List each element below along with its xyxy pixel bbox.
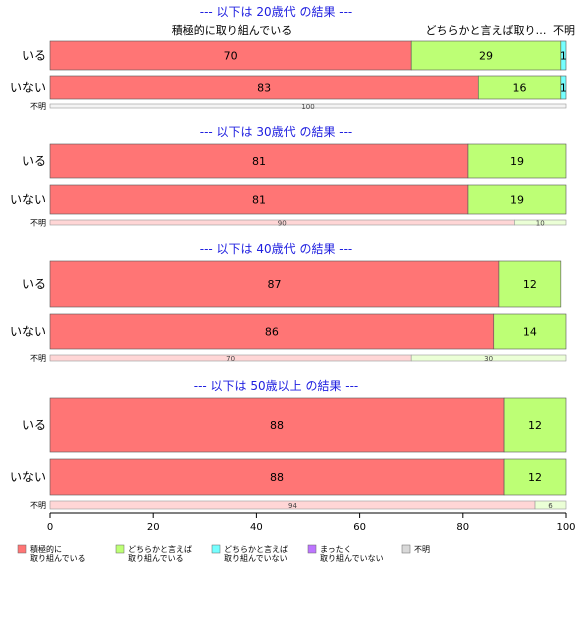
legend-label: 不明 [414, 545, 430, 554]
x-tick-label: 40 [250, 522, 263, 533]
bar-value-label: 81 [252, 194, 266, 207]
panel-title: --- 以下は 20歳代 の結果 --- [200, 5, 353, 19]
bar-value-label: 16 [513, 82, 527, 95]
row-label: 不明 [30, 354, 46, 363]
legend-label: 積極的に [30, 544, 62, 554]
bar-value-label: 12 [523, 278, 537, 291]
bar-value-label: 1 [560, 50, 567, 63]
row-label: いない [10, 325, 46, 339]
bar-value-label: 19 [510, 155, 524, 168]
row-label: いる [22, 277, 46, 291]
bar-segment [503, 397, 567, 453]
bar-value-label: 70 [226, 355, 235, 363]
x-tick-label: 60 [353, 522, 366, 533]
bar-segment [49, 313, 495, 350]
bar-value-label: 29 [479, 50, 493, 63]
row-label: 不明 [30, 102, 46, 111]
x-tick-label: 0 [47, 522, 53, 533]
bar-value-label: 83 [257, 82, 271, 95]
row-label: 不明 [30, 501, 46, 510]
panel-title: --- 以下は 40歳代 の結果 --- [200, 242, 353, 256]
panel-title: --- 以下は 30歳代 の結果 --- [200, 125, 353, 139]
bar-value-label: 87 [267, 278, 281, 291]
bar-value-label: 88 [270, 471, 284, 484]
legend-label: どちらかと言えば [224, 544, 288, 554]
legend-swatch [17, 544, 27, 554]
row-label: いない [10, 193, 46, 207]
header-label: どちらかと言えば取り… [426, 24, 547, 37]
bar-value-label: 86 [265, 326, 279, 339]
bar-segment [49, 397, 505, 453]
header-label: 積極的に取り組んでいる [172, 23, 292, 37]
bar-segment [534, 500, 567, 510]
bar-segment [514, 219, 567, 226]
legend-swatch [115, 544, 125, 554]
row-label: いる [22, 154, 46, 168]
legend-label: 取り組んでいない [224, 553, 288, 563]
x-tick-label: 100 [556, 522, 575, 533]
row-label: 不明 [30, 219, 46, 228]
bar-segment [498, 260, 562, 308]
bar-value-label: 12 [528, 471, 542, 484]
bar-segment [560, 40, 567, 71]
legend-swatch [401, 544, 411, 554]
row-label: いない [10, 81, 46, 95]
legend-swatch [211, 544, 221, 554]
bar-segment [49, 260, 500, 308]
legend-label: まったく [320, 545, 352, 554]
bar-segment [560, 75, 567, 100]
bar-value-label: 1 [560, 82, 567, 95]
legend-label: 取り組んでいる [30, 553, 86, 563]
row-label: いる [22, 49, 46, 63]
bar-value-label: 10 [536, 220, 545, 228]
bar-value-label: 94 [288, 502, 297, 510]
bar-value-label: 100 [301, 103, 314, 111]
bar-value-label: 12 [528, 419, 542, 432]
x-tick-label: 80 [456, 522, 469, 533]
legend-swatch [307, 544, 317, 554]
bar-value-label: 70 [224, 50, 238, 63]
bar-value-label: 30 [484, 355, 493, 363]
bar-segment [49, 40, 412, 71]
legend-label: 取り組んでいる [128, 553, 184, 563]
legend-label: どちらかと言えば [128, 544, 192, 554]
header-label: 不明 [553, 24, 575, 37]
bar-segment [503, 458, 567, 496]
bar-segment [467, 143, 567, 179]
bar-segment [49, 103, 567, 109]
panel-title: --- 以下は 50歳以上 の結果 --- [194, 379, 359, 393]
bar-value-label: 14 [523, 326, 537, 339]
bar-value-label: 19 [510, 194, 524, 207]
bar-segment [49, 458, 505, 496]
bar-value-label: 90 [278, 220, 287, 228]
bar-segment [49, 184, 469, 215]
x-tick-label: 20 [147, 522, 160, 533]
bar-segment [467, 184, 567, 215]
bar-segment [493, 313, 567, 350]
bar-segment [49, 143, 469, 179]
bar-value-label: 88 [270, 419, 284, 432]
bar-value-label: 81 [252, 155, 266, 168]
bar-segment [410, 40, 562, 71]
legend-label: 取り組んでいない [320, 553, 384, 563]
row-label: いない [10, 470, 46, 484]
bar-segment [410, 354, 567, 362]
bar-value-label: 6 [548, 502, 553, 510]
row-label: いる [22, 418, 46, 432]
